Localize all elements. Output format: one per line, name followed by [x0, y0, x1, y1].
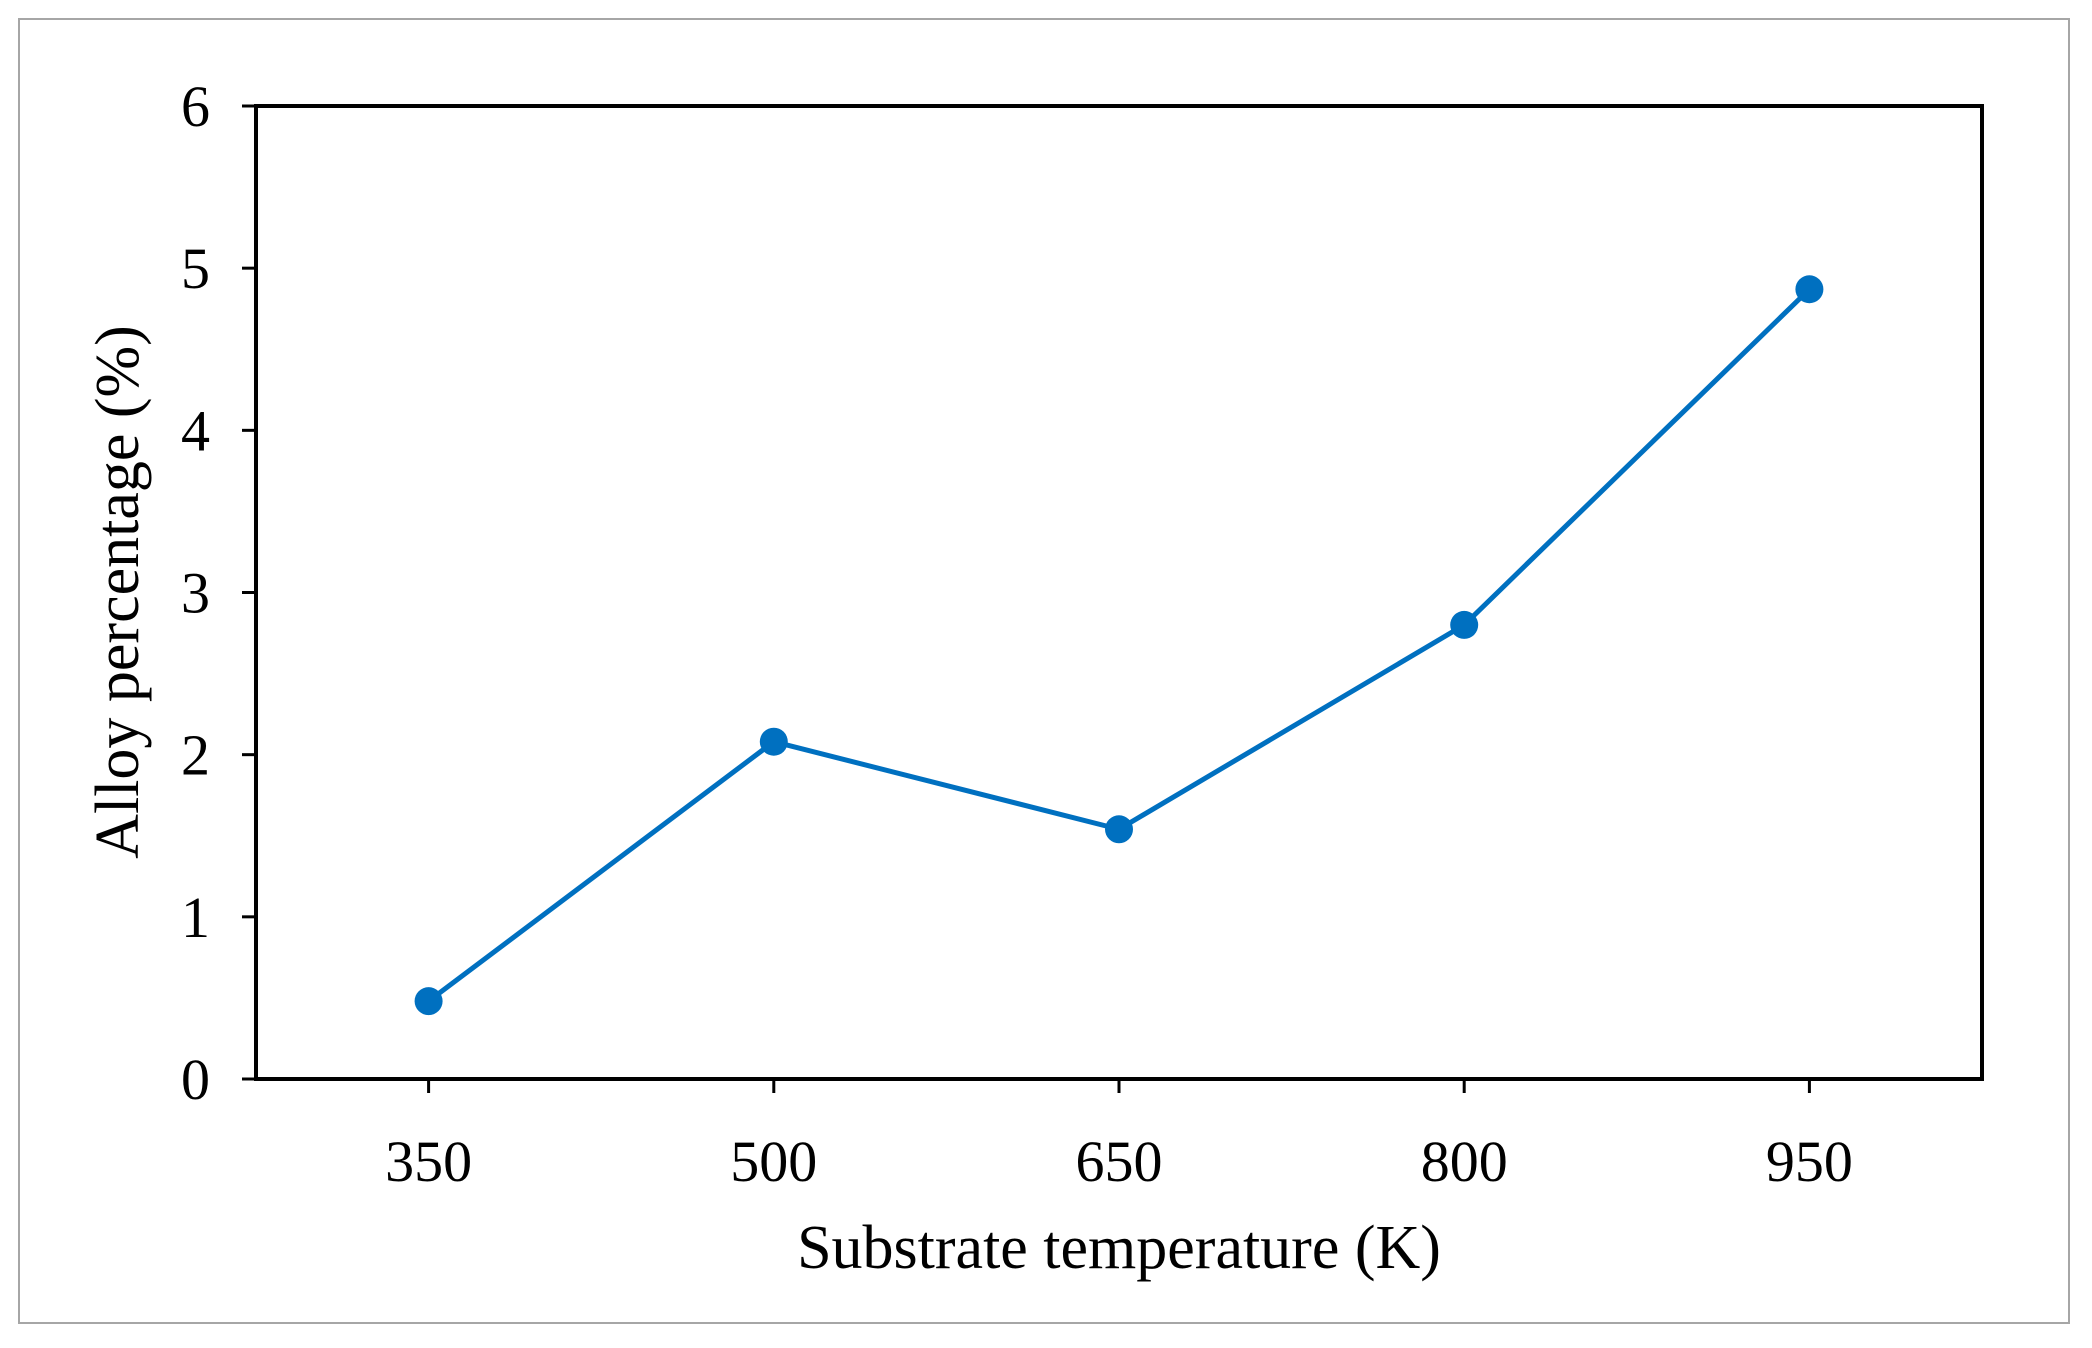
y-tick-label: 0 [181, 1047, 210, 1112]
plot-area [254, 104, 1984, 1081]
x-tick-label: 500 [730, 1129, 817, 1194]
x-axis-title: Substrate temperature (K) [797, 1214, 1441, 1282]
data-point [759, 727, 788, 756]
x-tick-label: 350 [385, 1129, 472, 1194]
y-tick-label: 5 [181, 236, 210, 301]
y-axis-title: Alloy percentage (%) [84, 325, 152, 859]
x-tick-label: 950 [1766, 1129, 1853, 1194]
y-tick-label: 4 [181, 398, 210, 463]
x-tick-label: 800 [1421, 1129, 1508, 1194]
x-tick-label: 650 [1076, 1129, 1163, 1194]
series-layer [414, 275, 1824, 1016]
data-point [1450, 610, 1479, 639]
data-point [1105, 815, 1133, 844]
series-line [427, 287, 1812, 1004]
y-axis: 0 1 2 3 4 5 6 [181, 74, 256, 1112]
data-point [414, 987, 443, 1016]
y-tick-label: 3 [181, 561, 210, 626]
x-axis: 350 500 650 800 950 [385, 1079, 1853, 1194]
y-tick-label: 6 [181, 74, 210, 139]
data-point [1795, 275, 1824, 304]
y-tick-label: 1 [181, 885, 210, 950]
figure-frame [18, 18, 2070, 1324]
y-tick-label: 2 [181, 723, 210, 788]
